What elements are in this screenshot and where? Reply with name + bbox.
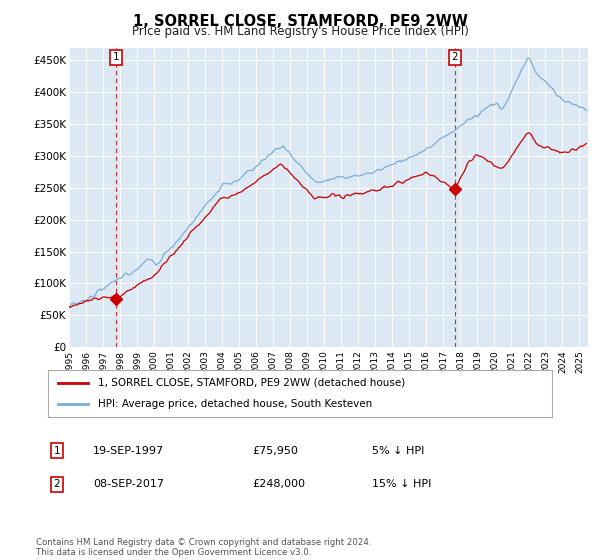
Text: 1: 1 <box>53 446 61 456</box>
Text: 2: 2 <box>53 479 61 489</box>
Text: 1, SORREL CLOSE, STAMFORD, PE9 2WW: 1, SORREL CLOSE, STAMFORD, PE9 2WW <box>133 14 467 29</box>
Text: 2: 2 <box>451 52 458 62</box>
Text: Contains HM Land Registry data © Crown copyright and database right 2024.
This d: Contains HM Land Registry data © Crown c… <box>36 538 371 557</box>
Text: 08-SEP-2017: 08-SEP-2017 <box>93 479 164 489</box>
Text: 5% ↓ HPI: 5% ↓ HPI <box>372 446 424 456</box>
Text: £75,950: £75,950 <box>252 446 298 456</box>
Text: 15% ↓ HPI: 15% ↓ HPI <box>372 479 431 489</box>
Text: HPI: Average price, detached house, South Kesteven: HPI: Average price, detached house, Sout… <box>98 399 373 409</box>
Text: 1, SORREL CLOSE, STAMFORD, PE9 2WW (detached house): 1, SORREL CLOSE, STAMFORD, PE9 2WW (deta… <box>98 378 406 388</box>
Text: Price paid vs. HM Land Registry's House Price Index (HPI): Price paid vs. HM Land Registry's House … <box>131 25 469 38</box>
Text: 1: 1 <box>112 52 119 62</box>
Text: 19-SEP-1997: 19-SEP-1997 <box>93 446 164 456</box>
Text: £248,000: £248,000 <box>252 479 305 489</box>
